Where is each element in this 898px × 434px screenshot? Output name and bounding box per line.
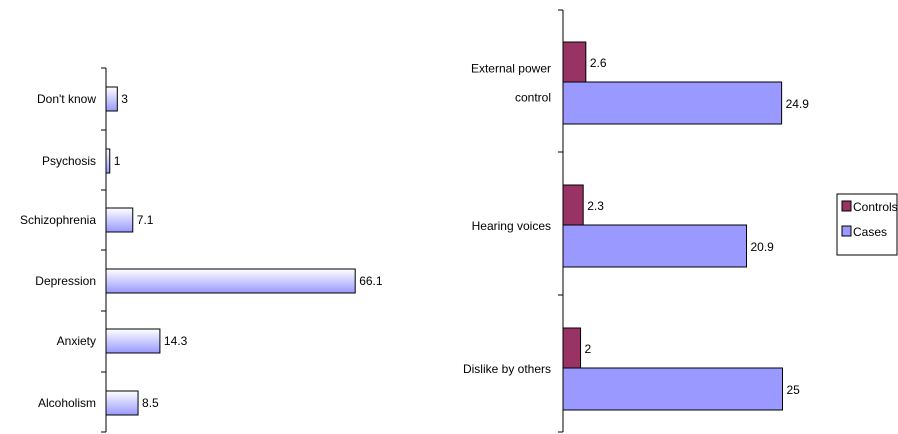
- left-bar-chart: Don't know 3 Psychosis 1 Schizophrenia 7.1 Dep…: [20, 67, 383, 433]
- left-value-label: 3: [121, 92, 128, 106]
- cases-value-label: 24.9: [786, 97, 810, 111]
- left-value-label: 8.5: [142, 396, 159, 410]
- left-value-label: 1: [114, 154, 121, 168]
- left-category-label: Psychosis: [42, 154, 96, 168]
- left-category-label: Schizophrenia: [20, 213, 96, 227]
- left-category-label: Alcoholism: [38, 396, 96, 410]
- cases-value-label: 20.9: [751, 240, 775, 254]
- right-category-label: Dislike by others: [463, 362, 551, 376]
- controls-value-label: 2: [585, 342, 592, 356]
- left-bar: [105, 148, 111, 174]
- left-category-label: Don't know: [37, 92, 96, 106]
- right-category-label: control: [515, 91, 551, 105]
- controls-bar: [562, 327, 582, 369]
- legend-label: Controls: [853, 200, 898, 214]
- legend-swatch: [841, 225, 852, 237]
- left-bar: [105, 328, 161, 354]
- left-value-label: 7.1: [137, 213, 154, 227]
- left-bar: [105, 86, 118, 112]
- cases-bar: [562, 224, 748, 268]
- legend-swatch: [841, 200, 852, 212]
- left-value-label: 14.3: [164, 334, 188, 348]
- left-bar: [105, 268, 356, 294]
- controls-value-label: 2.3: [587, 199, 604, 213]
- controls-value-label: 2.6: [590, 56, 607, 70]
- left-category-label: Anxiety: [57, 334, 96, 348]
- cases-value-label: 25: [787, 383, 801, 397]
- legend-label: Cases: [853, 225, 887, 239]
- cases-bar: [562, 367, 783, 411]
- right-category-label: External power: [471, 62, 551, 76]
- right-category-label: Hearing voices: [472, 219, 551, 233]
- right-grouped-bar-chart: 2.6 24.9 External power control 2.3 20.9 Heari…: [463, 9, 810, 433]
- left-category-label: Depression: [35, 274, 96, 288]
- controls-bar: [562, 184, 584, 226]
- controls-bar: [562, 41, 587, 83]
- left-value-label: 66.1: [359, 274, 383, 288]
- cases-bar: [562, 81, 783, 125]
- right-chart-legend: Controls Cases: [836, 193, 898, 256]
- left-bar: [105, 390, 139, 416]
- left-bar: [105, 207, 134, 233]
